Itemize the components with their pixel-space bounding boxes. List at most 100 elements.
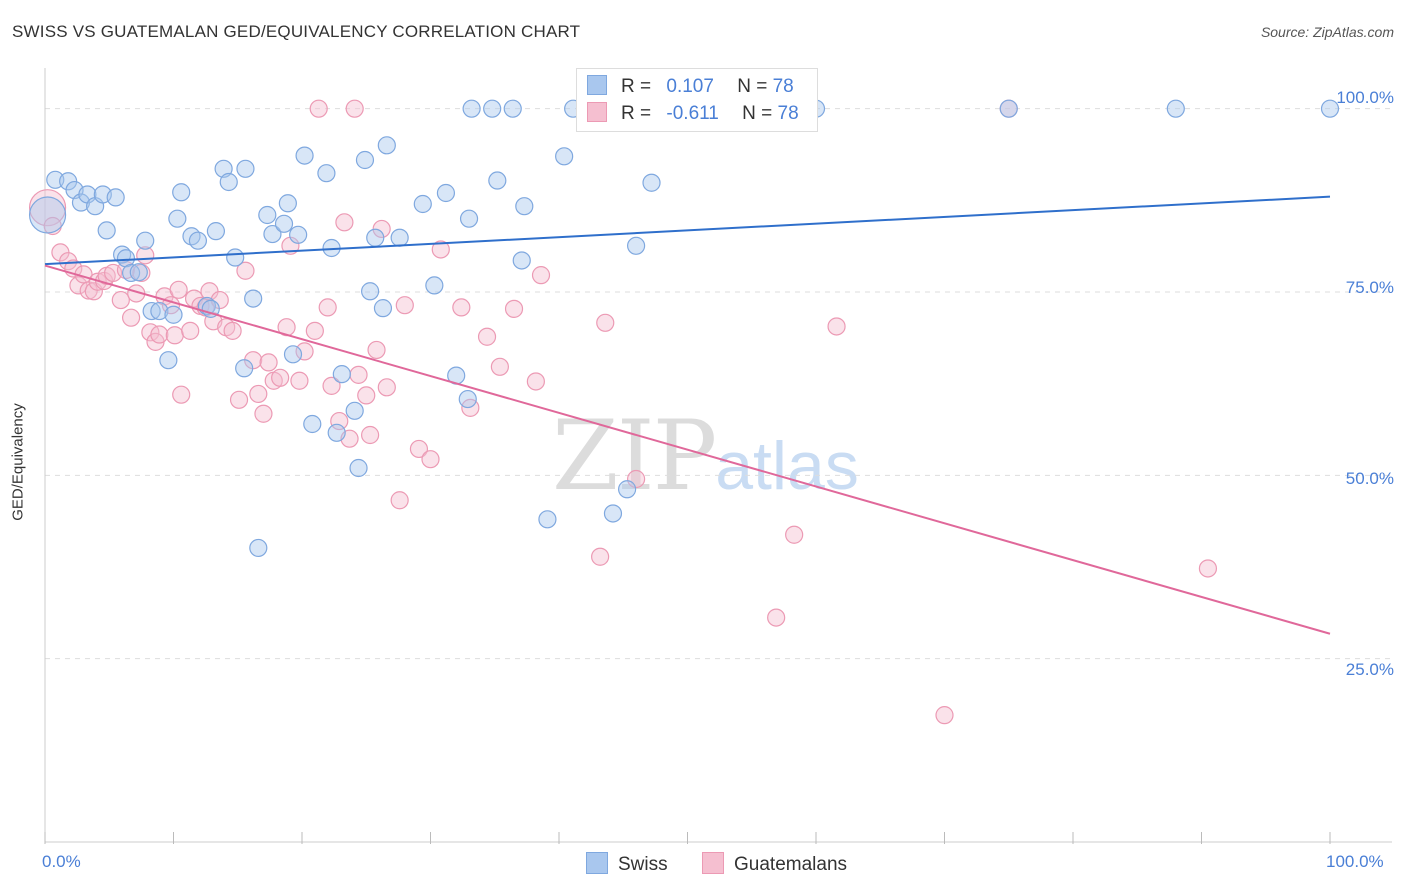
y-tick-label: 25.0% — [1345, 660, 1394, 679]
guatemalans-point — [345, 99, 364, 118]
guatemalans-point — [526, 372, 545, 391]
guatemalans-point — [295, 342, 314, 361]
guatemalans-point — [390, 491, 409, 510]
swiss-point — [345, 401, 364, 420]
guatemalans-point — [626, 469, 646, 489]
bottom-legend-guatemalans: Guatemalans — [702, 852, 847, 876]
swiss-point — [459, 209, 479, 228]
guatemalans-legend-label: Guatemalans — [734, 854, 848, 875]
swiss-point — [366, 228, 385, 247]
guatemalans-point — [409, 439, 429, 459]
swiss-point — [121, 263, 141, 283]
swiss-point — [263, 224, 282, 244]
swiss-point — [642, 173, 661, 192]
swiss-point — [503, 99, 522, 118]
swiss-point — [295, 146, 314, 165]
swiss-trend-line — [44, 195, 1331, 266]
guatemalans-n-label: N = — [742, 103, 773, 124]
bottom-legend-swiss: Swiss — [586, 852, 668, 876]
swiss-point — [219, 172, 238, 192]
swiss-n-label: N = — [737, 76, 768, 97]
guatemalans-point — [531, 266, 551, 285]
guatemalans-point — [121, 308, 141, 327]
guatemalans-point — [490, 357, 509, 376]
guatemalans-trend-line — [44, 264, 1331, 635]
guatemalans-point — [335, 213, 354, 232]
swiss-point — [538, 510, 557, 529]
guatemalans-point — [1198, 559, 1218, 578]
swiss-point — [303, 414, 322, 434]
swiss-point — [258, 205, 277, 225]
swiss-point — [999, 99, 1018, 118]
guatemalans-point — [229, 390, 249, 409]
swiss-legend-label: Swiss — [618, 854, 668, 875]
guatemalans-point — [477, 327, 497, 346]
guatemalans-point — [28, 189, 67, 227]
swiss-point — [1320, 99, 1340, 118]
x-tick-label: 100.0% — [1326, 852, 1384, 871]
guatemalans-point — [150, 325, 169, 344]
guatemalans-point — [596, 313, 615, 332]
guatemalans-point — [330, 411, 349, 431]
guatemalans-point — [357, 386, 376, 405]
legend-row-swiss: R = 0.107 N = 78 — [587, 75, 794, 101]
swiss-point — [226, 248, 245, 267]
guatemalans-point — [349, 365, 368, 384]
y-tick-label: 50.0% — [1345, 469, 1394, 488]
source-label: Source: ZipAtlas.com — [1260, 24, 1394, 40]
swiss-point — [515, 197, 534, 216]
guatemalans-point — [431, 240, 450, 259]
swiss-point — [274, 214, 294, 233]
guatemalans-point — [827, 317, 846, 336]
guatemalans-r-value: -0.611 — [666, 103, 719, 124]
swiss-point — [332, 365, 351, 384]
swiss-point — [373, 299, 393, 318]
guatemalans-point — [249, 384, 268, 404]
swiss-point — [97, 221, 116, 240]
guatemalans-point — [309, 99, 328, 118]
guatemalans-point — [305, 321, 324, 340]
swiss-r-label: R = — [621, 76, 652, 97]
swiss-point — [206, 222, 226, 241]
swiss-point — [150, 301, 169, 321]
swiss-point — [555, 147, 574, 166]
swiss-point — [436, 183, 456, 203]
guatemalans-point — [290, 371, 309, 390]
swiss-point — [136, 231, 155, 250]
swiss-point — [488, 171, 507, 190]
correlation-legend: R = 0.107 N = 78 R = -0.611 N = 78 — [576, 68, 818, 132]
guatemalans-point — [259, 353, 278, 372]
swiss-point — [355, 150, 375, 170]
guatemalans-point — [165, 326, 184, 345]
y-tick-label: 100.0% — [1336, 88, 1394, 107]
y-tick-label: 75.0% — [1345, 278, 1394, 297]
swiss-point — [458, 389, 477, 409]
guatemalans-point — [318, 298, 337, 317]
swiss-point — [327, 423, 346, 442]
guatemalans-point — [223, 321, 242, 340]
swiss-point — [361, 282, 380, 301]
swiss-point — [106, 188, 125, 207]
legend-row-guatemalans: R = -0.611 N = 78 — [587, 102, 799, 128]
guatemalans-legend-swatch — [702, 852, 724, 874]
guatemalans-point — [181, 321, 200, 340]
guatemalans-point — [236, 261, 255, 280]
swiss-point — [413, 194, 432, 214]
guatemalans-point — [935, 706, 954, 725]
x-tick-label: 0.0% — [42, 852, 81, 871]
guatemalans-point — [377, 378, 396, 397]
guatemalans-point — [395, 296, 414, 315]
swiss-swatch — [587, 75, 607, 95]
swiss-point — [172, 183, 191, 202]
swiss-r-value: 0.107 — [666, 76, 714, 97]
y-axis-label: GED/Equivalency — [9, 403, 27, 521]
guatemalans-point — [452, 298, 471, 317]
swiss-point — [377, 136, 396, 155]
guatemalans-point — [367, 340, 386, 360]
guatemalans-point — [504, 299, 524, 318]
swiss-point — [390, 228, 409, 247]
guatemalans-point — [271, 368, 290, 387]
swiss-point — [1166, 99, 1185, 118]
swiss-point — [317, 164, 336, 183]
